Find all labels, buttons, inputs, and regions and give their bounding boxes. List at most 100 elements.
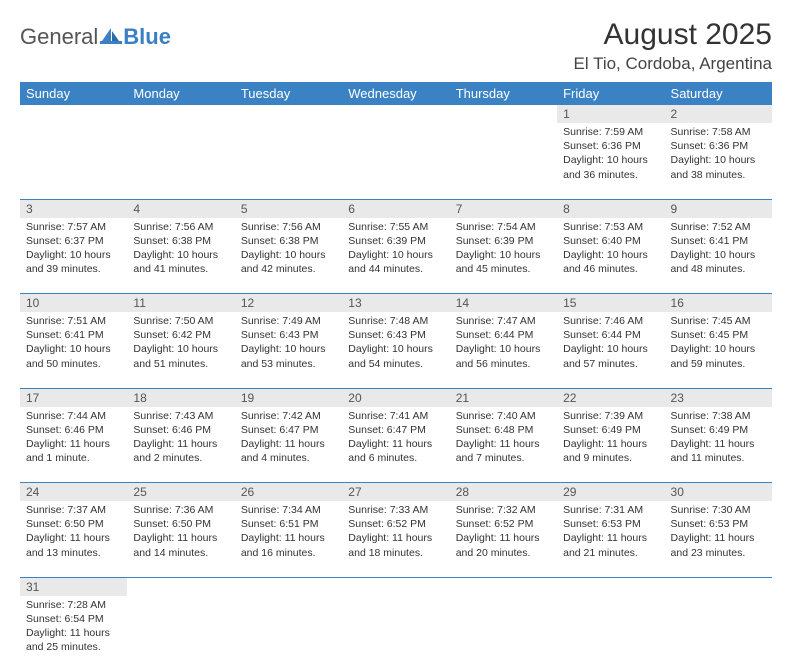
day-cell: Sunrise: 7:42 AMSunset: 6:47 PMDaylight:… [235, 407, 342, 483]
day-number-cell: 25 [127, 483, 234, 502]
sunrise-text: Sunrise: 7:41 AM [348, 409, 443, 423]
daylight-text: Daylight: 10 hours [348, 248, 443, 262]
sunset-text: Sunset: 6:49 PM [671, 423, 766, 437]
day-number-cell: 5 [235, 199, 342, 218]
daylight-text-2: and 20 minutes. [456, 546, 551, 560]
day-cell: Sunrise: 7:44 AMSunset: 6:46 PMDaylight:… [20, 407, 127, 483]
sunset-text: Sunset: 6:46 PM [26, 423, 121, 437]
sunset-text: Sunset: 6:51 PM [241, 517, 336, 531]
day-cell: Sunrise: 7:36 AMSunset: 6:50 PMDaylight:… [127, 501, 234, 577]
day-number-cell: 12 [235, 294, 342, 313]
sunrise-text: Sunrise: 7:43 AM [133, 409, 228, 423]
daylight-text: Daylight: 11 hours [133, 437, 228, 451]
daylight-text-2: and 48 minutes. [671, 262, 766, 276]
daylight-text: Daylight: 10 hours [133, 248, 228, 262]
daylight-text: Daylight: 11 hours [563, 531, 658, 545]
day-cell: Sunrise: 7:43 AMSunset: 6:46 PMDaylight:… [127, 407, 234, 483]
day-cell: Sunrise: 7:32 AMSunset: 6:52 PMDaylight:… [450, 501, 557, 577]
header-tuesday: Tuesday [235, 82, 342, 105]
header-monday: Monday [127, 82, 234, 105]
day-details: Sunrise: 7:56 AMSunset: 6:38 PMDaylight:… [235, 218, 342, 281]
day-details: Sunrise: 7:36 AMSunset: 6:50 PMDaylight:… [127, 501, 234, 564]
daylight-text-2: and 18 minutes. [348, 546, 443, 560]
daylight-text-2: and 59 minutes. [671, 357, 766, 371]
daylight-text: Daylight: 11 hours [348, 531, 443, 545]
daylight-text: Daylight: 10 hours [241, 342, 336, 356]
daylight-text-2: and 42 minutes. [241, 262, 336, 276]
sunrise-text: Sunrise: 7:31 AM [563, 503, 658, 517]
sunset-text: Sunset: 6:37 PM [26, 234, 121, 248]
daylight-text-2: and 13 minutes. [26, 546, 121, 560]
sunrise-text: Sunrise: 7:57 AM [26, 220, 121, 234]
day-cell: Sunrise: 7:47 AMSunset: 6:44 PMDaylight:… [450, 312, 557, 388]
day-details: Sunrise: 7:48 AMSunset: 6:43 PMDaylight:… [342, 312, 449, 375]
day-number-cell: 10 [20, 294, 127, 313]
day-details: Sunrise: 7:47 AMSunset: 6:44 PMDaylight:… [450, 312, 557, 375]
header-saturday: Saturday [665, 82, 772, 105]
day-details: Sunrise: 7:42 AMSunset: 6:47 PMDaylight:… [235, 407, 342, 470]
day-number-row: 12 [20, 105, 772, 123]
daylight-text: Daylight: 10 hours [133, 342, 228, 356]
day-cell: Sunrise: 7:31 AMSunset: 6:53 PMDaylight:… [557, 501, 664, 577]
daylight-text: Daylight: 11 hours [671, 531, 766, 545]
day-number-cell: 15 [557, 294, 664, 313]
daylight-text-2: and 4 minutes. [241, 451, 336, 465]
day-details: Sunrise: 7:50 AMSunset: 6:42 PMDaylight:… [127, 312, 234, 375]
daylight-text-2: and 51 minutes. [133, 357, 228, 371]
daylight-text-2: and 16 minutes. [241, 546, 336, 560]
day-number-cell [342, 577, 449, 596]
day-number-cell: 2 [665, 105, 772, 123]
header-thursday: Thursday [450, 82, 557, 105]
calendar-body: 12Sunrise: 7:59 AMSunset: 6:36 PMDayligh… [20, 105, 772, 672]
sunset-text: Sunset: 6:52 PM [348, 517, 443, 531]
sunrise-text: Sunrise: 7:36 AM [133, 503, 228, 517]
day-cell: Sunrise: 7:38 AMSunset: 6:49 PMDaylight:… [665, 407, 772, 483]
daylight-text-2: and 46 minutes. [563, 262, 658, 276]
daylight-text-2: and 9 minutes. [563, 451, 658, 465]
sunrise-text: Sunrise: 7:42 AM [241, 409, 336, 423]
sunrise-text: Sunrise: 7:30 AM [671, 503, 766, 517]
daylight-text-2: and 11 minutes. [671, 451, 766, 465]
page-header: General Blue August 2025 El Tio, Cordoba… [20, 18, 772, 74]
day-content-row: Sunrise: 7:57 AMSunset: 6:37 PM Daylight:… [20, 218, 772, 294]
sunrise-text: Sunrise: 7:51 AM [26, 314, 121, 328]
day-details: Sunrise: 7:40 AMSunset: 6:48 PMDaylight:… [450, 407, 557, 470]
sunrise-text: Sunrise: 7:53 AM [563, 220, 658, 234]
day-cell: Sunrise: 7:50 AMSunset: 6:42 PMDaylight:… [127, 312, 234, 388]
daylight-text-2: and 57 minutes. [563, 357, 658, 371]
day-number-cell [342, 105, 449, 123]
day-number-cell [450, 105, 557, 123]
sunrise-text: Sunrise: 7:50 AM [133, 314, 228, 328]
day-cell [235, 596, 342, 672]
day-cell [557, 596, 664, 672]
daylight-text: Daylight: 10 hours [563, 342, 658, 356]
daylight-text: Daylight: 11 hours [26, 626, 121, 640]
sunset-text: Sunset: 6:41 PM [26, 328, 121, 342]
logo: General Blue [20, 24, 171, 50]
sunrise-text: Sunrise: 7:59 AM [563, 125, 658, 139]
day-cell: Sunrise: 7:54 AMSunset: 6:39 PMDaylight:… [450, 218, 557, 294]
day-details: Sunrise: 7:31 AMSunset: 6:53 PMDaylight:… [557, 501, 664, 564]
daylight-text: Daylight: 10 hours [671, 248, 766, 262]
day-number-cell: 31 [20, 577, 127, 596]
sunrise-text: Sunrise: 7:38 AM [671, 409, 766, 423]
day-number-cell [127, 577, 234, 596]
daylight-text: Daylight: 11 hours [26, 437, 121, 451]
sunset-text: Sunset: 6:53 PM [671, 517, 766, 531]
header-sunday: Sunday [20, 82, 127, 105]
day-number-cell: 3 [20, 199, 127, 218]
day-number-cell: 30 [665, 483, 772, 502]
sunset-text: Sunset: 6:38 PM [133, 234, 228, 248]
day-number-cell: 22 [557, 388, 664, 407]
day-details: Sunrise: 7:45 AMSunset: 6:45 PMDaylight:… [665, 312, 772, 375]
location-text: El Tio, Cordoba, Argentina [574, 54, 772, 74]
daylight-text-2: and 1 minute. [26, 451, 121, 465]
day-number-cell: 8 [557, 199, 664, 218]
sunrise-text: Sunrise: 7:47 AM [456, 314, 551, 328]
day-cell [20, 123, 127, 199]
sunset-text: Sunset: 6:50 PM [26, 517, 121, 531]
daylight-text-2: and 6 minutes. [348, 451, 443, 465]
day-cell: Sunrise: 7:55 AMSunset: 6:39 PMDaylight:… [342, 218, 449, 294]
daylight-text-2: and 41 minutes. [133, 262, 228, 276]
day-cell [342, 596, 449, 672]
